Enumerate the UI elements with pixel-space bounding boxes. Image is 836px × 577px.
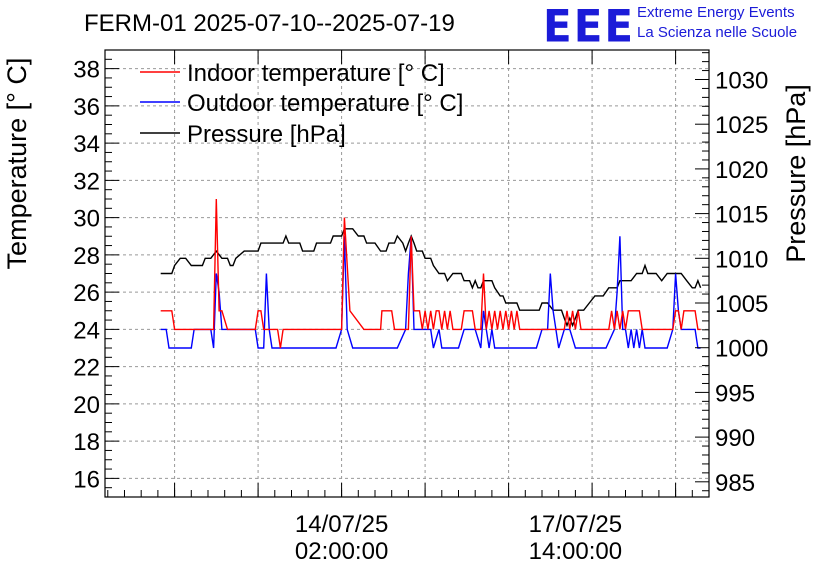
series-line-2 xyxy=(160,228,702,328)
left-tick-label: 38 xyxy=(73,57,100,84)
left-tick-label: 34 xyxy=(73,131,100,158)
x-tick-label-time: 02:00:00 xyxy=(295,538,388,565)
left-tick-label: 18 xyxy=(73,429,100,456)
chart-title: FERM-01 2025-07-10--2025-07-19 xyxy=(84,10,455,37)
legend-label: Indoor temperature [° C] xyxy=(187,60,445,87)
logo-subtitle-1: Extreme Energy Events xyxy=(637,4,795,21)
right-tick-label: 985 xyxy=(715,470,755,497)
left-tick-label: 36 xyxy=(73,94,100,121)
right-tick-label: 1005 xyxy=(715,291,768,318)
x-tick-label-time: 14:00:00 xyxy=(529,538,622,565)
x-tick-label-date: 14/07/25 xyxy=(295,511,388,538)
left-tick-label: 24 xyxy=(73,317,100,344)
axis-ticks: 16 18 20 22 24 26 28 30 32 34 36 38 985 990 995 1000 100… xyxy=(73,49,768,565)
y-axis-label-left: Temperature [° C] xyxy=(2,58,32,270)
grid-lines xyxy=(105,50,709,497)
right-tick-label: 1000 xyxy=(715,336,768,363)
right-tick-label: 1015 xyxy=(715,202,768,229)
left-tick-label: 28 xyxy=(73,243,100,270)
right-tick-label: 1010 xyxy=(715,246,768,273)
left-tick-label: 30 xyxy=(73,206,100,233)
legend: Indoor temperature [° C] Outdoor temperat… xyxy=(140,60,463,148)
right-tick-label: 990 xyxy=(715,425,755,452)
right-tick-label: 1030 xyxy=(715,68,768,95)
left-tick-label: 22 xyxy=(73,355,100,382)
logo-subtitle-2: La Scienza nelle Scuole xyxy=(637,24,798,41)
eee-logo: EEE xyxy=(543,0,636,53)
legend-label: Outdoor temperature [° C] xyxy=(187,90,463,117)
right-tick-label: 995 xyxy=(715,380,755,407)
right-tick-label: 1025 xyxy=(715,112,768,139)
legend-label: Pressure [hPa] xyxy=(187,121,346,148)
x-tick-label-date: 17/07/25 xyxy=(529,511,622,538)
left-tick-label: 16 xyxy=(73,466,100,493)
series-layer xyxy=(160,198,702,349)
right-tick-label: 1020 xyxy=(715,157,768,184)
series-line-1 xyxy=(160,236,701,349)
left-tick-label: 32 xyxy=(73,168,100,195)
series-line-0 xyxy=(160,198,701,349)
left-tick-label: 20 xyxy=(73,392,100,419)
y-axis-label-right: Pressure [hPa] xyxy=(781,84,811,263)
left-tick-label: 26 xyxy=(73,280,100,307)
